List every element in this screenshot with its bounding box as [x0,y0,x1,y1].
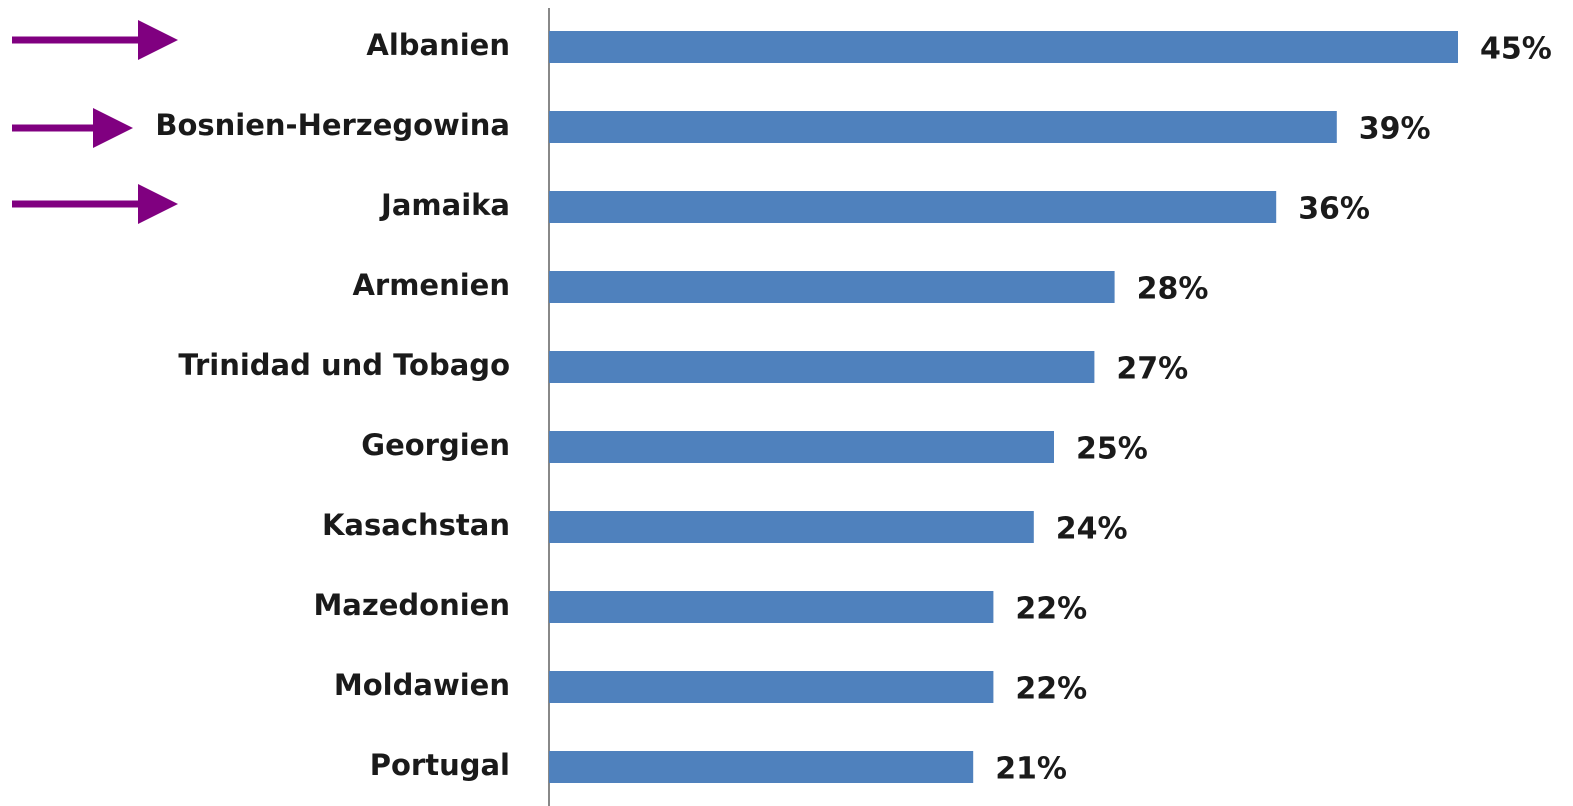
bar [549,111,1337,143]
value-label: 24% [1056,512,1128,547]
value-label: 27% [1116,352,1188,387]
category-label: Albanien [366,28,510,62]
category-label: Bosnien-Herzegowina [155,108,510,142]
category-label: Kasachstan [322,508,510,542]
category-label: Mazedonien [313,588,510,622]
bar [549,31,1458,63]
category-label: Georgien [361,428,510,462]
bar [549,271,1115,303]
value-label: 45% [1480,32,1552,67]
category-label: Jamaika [379,188,510,222]
bar [549,351,1095,383]
category-label: Trinidad und Tobago [178,348,510,382]
value-label: 28% [1137,272,1209,307]
bar [549,671,994,703]
value-label: 21% [995,752,1067,787]
arrow-head [138,184,178,224]
value-label: 36% [1298,192,1370,227]
value-label: 22% [1015,592,1087,627]
value-label: 39% [1359,112,1431,147]
category-label: Moldawien [334,668,510,702]
bar [549,191,1277,223]
category-label: Portugal [370,748,510,782]
value-label: 25% [1076,432,1148,467]
bar [549,431,1054,463]
arrows [12,20,178,224]
category-label: Armenien [352,268,510,302]
bar [549,591,994,623]
arrow-head [138,20,178,60]
bar [549,751,974,783]
bar [549,511,1034,543]
arrow-head [93,108,133,148]
value-label: 22% [1015,672,1087,707]
